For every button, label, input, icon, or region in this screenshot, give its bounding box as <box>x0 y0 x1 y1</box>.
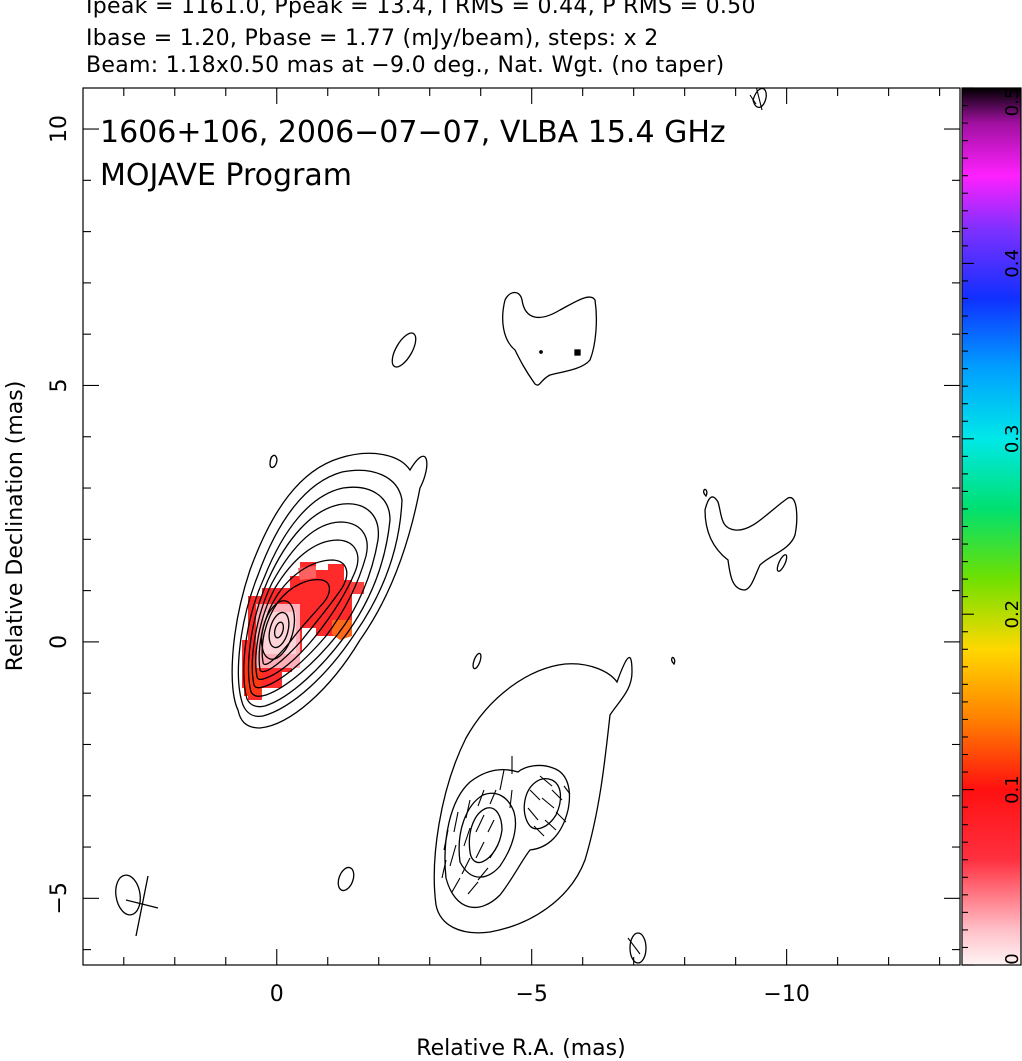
y-tick-label: 5 <box>47 378 72 392</box>
colorbar-tick-label: 0.2 <box>1002 600 1022 629</box>
polarization-pixels <box>242 562 364 700</box>
beam-ellipse <box>115 874 159 937</box>
colorbar-tick-label: 0.5 <box>1002 88 1022 117</box>
plot-title-line-2: MOJAVE Program <box>100 158 352 193</box>
jet-contours <box>433 657 633 934</box>
colorbar-tick-label: 0.3 <box>1002 424 1022 453</box>
colorbar-labels: 0 0.1 0.2 0.3 0.4 0.5 <box>1002 88 1022 965</box>
y-tick-label: 10 <box>47 115 72 143</box>
evpa-vectors <box>441 88 763 955</box>
x-tick-label: 0 <box>270 982 284 1007</box>
outer-contours <box>337 88 798 964</box>
x-tick-label: −5 <box>515 982 547 1007</box>
colorbar-tick-label: 0.1 <box>1002 775 1022 804</box>
colorbar-tick-label: 0.4 <box>1002 249 1022 278</box>
colorbar-ticks <box>962 87 974 966</box>
y-tick-label: −5 <box>47 882 72 914</box>
plot-content <box>115 88 798 964</box>
colorbar-tick-label: 0 <box>1002 953 1022 964</box>
core-contours <box>231 332 428 729</box>
header-line-3: Beam: 1.18x0.50 mas at −9.0 deg., Nat. W… <box>86 53 725 78</box>
plot-title-line-1: 1606+106, 2006−07−07, VLBA 15.4 GHz <box>100 115 726 150</box>
colorbar <box>961 87 1022 966</box>
header-line-1: Ipeak = 1161.0, Ppeak = 13.4, I RMS = 0.… <box>86 0 756 19</box>
x-axis-title: Relative R.A. (mas) <box>416 1036 625 1061</box>
x-tick-label: −10 <box>763 982 809 1007</box>
plot-frame <box>82 87 961 966</box>
axis-ticks <box>83 88 960 965</box>
header-line-2: Ibase = 1.20, Pbase = 1.77 (mJy/beam), s… <box>86 26 659 51</box>
axis-tick-labels: 0 −5 −10 −5 0 5 10 <box>47 115 810 1007</box>
y-tick-label: 0 <box>47 635 72 649</box>
y-axis-title: Relative Declination (mas) <box>3 381 28 672</box>
